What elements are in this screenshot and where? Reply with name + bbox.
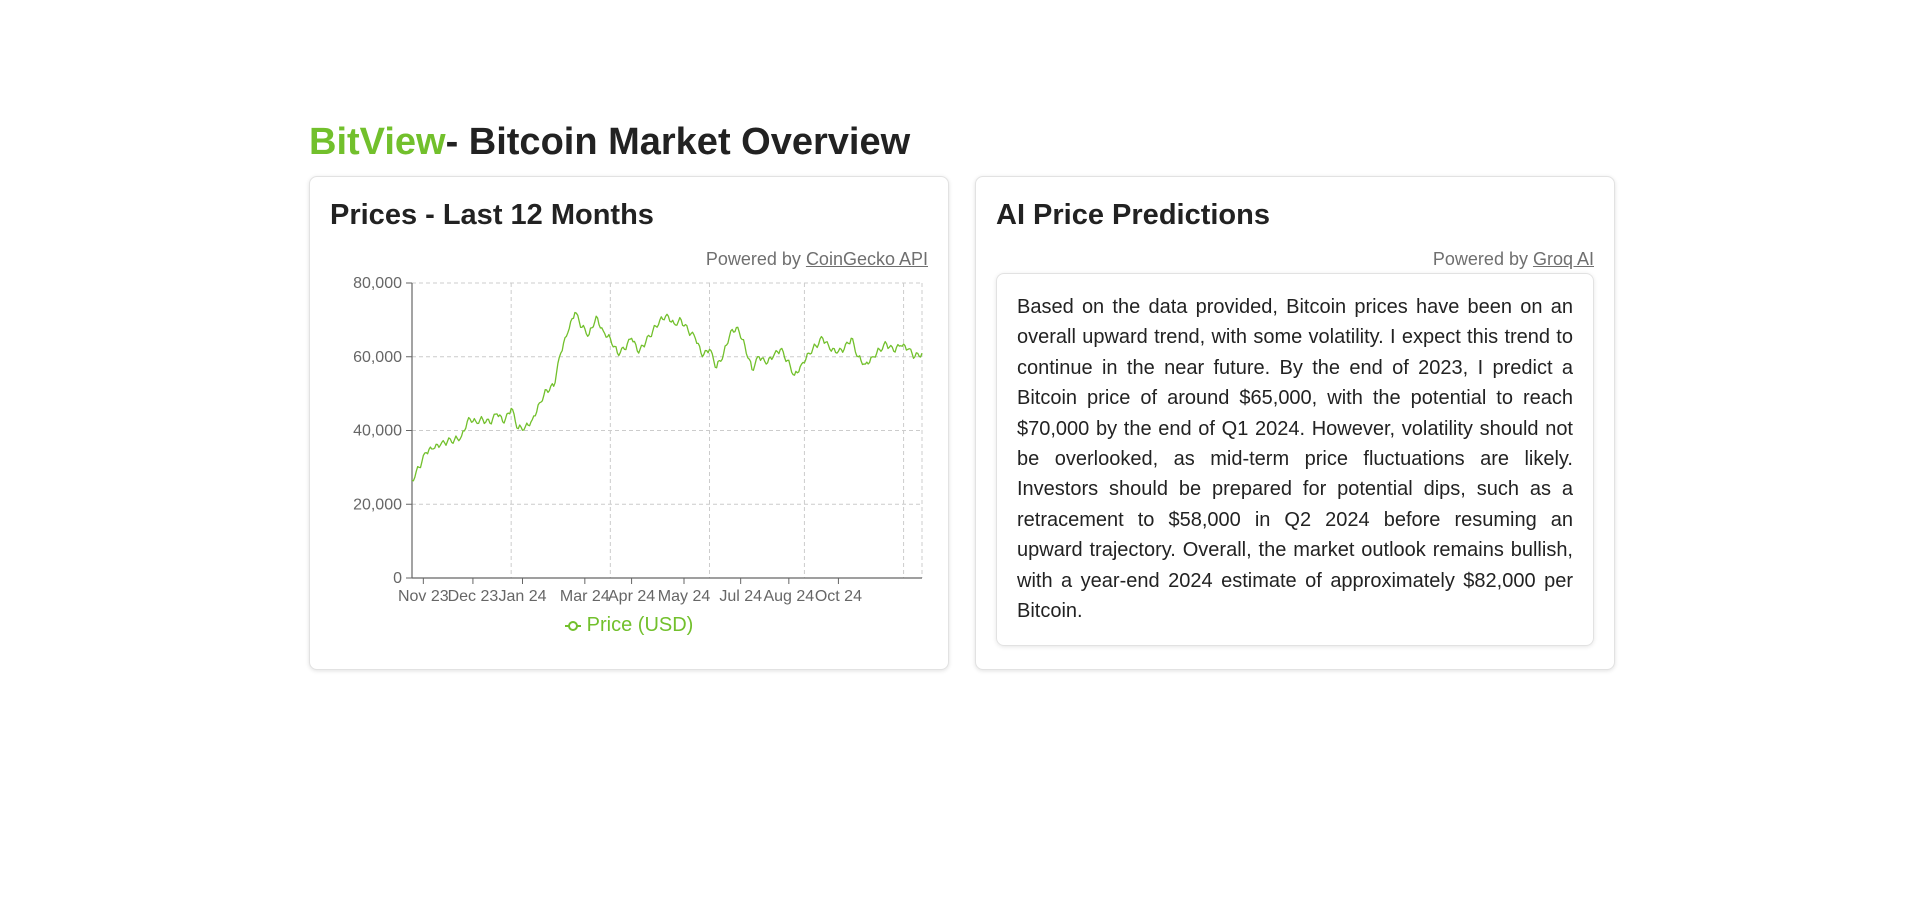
x-tick-label: Jul 24 [719,588,762,605]
x-tick-label: Apr 24 [608,588,655,605]
y-tick-label: 20,000 [353,496,402,513]
x-tick-label: Dec 23 [448,588,499,605]
y-tick-label: 80,000 [353,275,402,292]
prices-powered-prefix: Powered by [705,249,806,269]
page-title: BitView- Bitcoin Market Overview [309,118,1617,166]
legend-label: Price (USD) [586,614,694,636]
x-tick-label: Nov 23 [398,588,449,605]
x-tick-label: Mar 24 [560,588,610,605]
cards-row: Prices - Last 12 Months Powered by CoinG… [309,176,1617,670]
predictions-powered-prefix: Powered by [1432,249,1533,269]
y-tick-label: 40,000 [353,423,402,440]
prediction-text: Based on the data provided, Bitcoin pric… [1017,296,1573,623]
predictions-powered-by: Powered by Groq AI [1433,249,1594,270]
page-title-text: - Bitcoin Market Overview [445,121,911,163]
price-series-line [411,311,923,482]
prices-card: Prices - Last 12 Months Powered by CoinG… [309,176,949,670]
prices-card-title: Prices - Last 12 Months [330,199,654,231]
y-tick-label: 0 [393,570,402,587]
chart-legend[interactable]: Price (USD) [310,614,948,637]
groq-link[interactable]: Groq AI [1532,249,1594,269]
prices-powered-by: Powered by CoinGecko API [706,249,928,270]
x-tick-label: Oct 24 [815,588,862,605]
page: BitView- Bitcoin Market Overview Prices … [309,118,1617,670]
predictions-card-title: AI Price Predictions [996,199,1270,231]
prediction-box: Based on the data provided, Bitcoin pric… [996,273,1594,646]
predictions-card: AI Price Predictions Powered by Groq AI … [975,176,1615,670]
coingecko-link[interactable]: CoinGecko API [805,249,928,269]
x-tick-label: Aug 24 [763,588,814,605]
y-tick-label: 60,000 [353,349,402,366]
x-tick-label: Jan 24 [498,588,546,605]
brand-name: BitView [309,121,446,163]
x-tick-label: May 24 [658,588,711,605]
legend-line-marker-icon [564,620,581,632]
